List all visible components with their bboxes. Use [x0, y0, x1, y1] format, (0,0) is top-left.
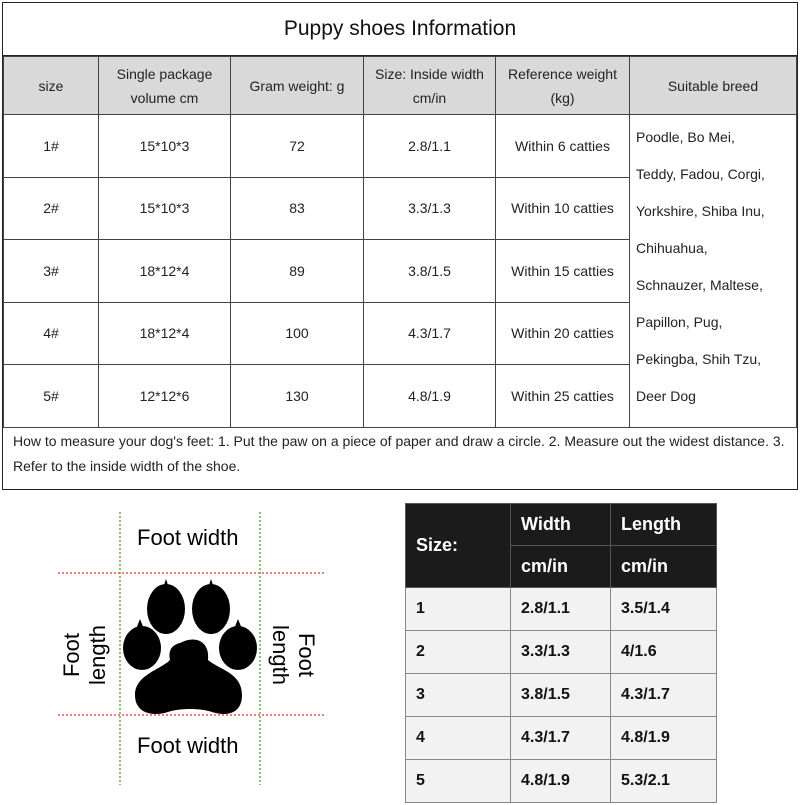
length-value: 4.8/1.9	[610, 716, 717, 760]
header-cell: Single package volume cm	[98, 56, 231, 115]
weight-cell: Within 15 catties	[495, 239, 630, 303]
size-value: 3	[405, 673, 511, 717]
foot-length-right-label: Foot length	[268, 625, 319, 685]
volume-cell: 15*10*3	[98, 176, 231, 240]
length-unit: cm/in	[610, 545, 717, 588]
breed-line: Teddy, Fadou, Corgi,	[636, 166, 765, 182]
foot-width-top-label: Foot width	[137, 525, 239, 550]
volume-cell: 18*12*4	[98, 301, 231, 365]
length-value: 4.3/1.7	[610, 673, 717, 717]
gram-cell: 89	[230, 239, 364, 303]
width-value: 3.3/1.3	[510, 630, 611, 674]
width-cell: 4.8/1.9	[363, 364, 496, 428]
breed-cell: Poodle, Bo Mei, Teddy, Fadou, Corgi, Yor…	[629, 114, 797, 428]
width-cell: 4.3/1.7	[363, 301, 496, 365]
gram-cell: 72	[230, 114, 364, 178]
length-value: 5.3/2.1	[610, 759, 717, 803]
length-header: Length	[610, 503, 717, 546]
width-cell: 3.3/1.3	[363, 176, 496, 240]
size-value: 1	[405, 587, 511, 631]
length-value: 4/1.6	[610, 630, 717, 674]
size-cell: 2#	[3, 176, 99, 240]
size-row: 5 4.8/1.9 5.3/2.1	[405, 759, 717, 803]
table-row: 2# 15*10*3 83 3.3/1.3 Within 10 catties	[3, 176, 797, 240]
weight-cell: Within 6 catties	[495, 114, 630, 178]
size-value: 5	[405, 759, 511, 803]
header-cell: size	[3, 56, 99, 115]
info-table: Puppy shoes Information size Single pack…	[2, 2, 798, 490]
paw-diagram: Foot width Foot width Foot length Foot l…	[0, 495, 400, 800]
width-unit: cm/in	[510, 545, 611, 588]
gram-cell: 100	[230, 301, 364, 365]
size-cell: 4#	[3, 301, 99, 365]
table-row: 4# 18*12*4 100 4.3/1.7 Within 20 catties	[3, 301, 797, 365]
table-row: 5# 12*12*6 130 4.8/1.9 Within 25 catties	[3, 364, 797, 428]
measure-instructions: How to measure your dog's feet: 1. Put t…	[13, 433, 785, 474]
paw-print-icon	[58, 512, 326, 785]
size-header: Size:	[405, 503, 511, 588]
width-cell: 3.8/1.5	[363, 239, 496, 303]
breed-line: Schnauzer, Maltese,	[636, 277, 763, 293]
gram-cell: 83	[230, 176, 364, 240]
size-row: 1 2.8/1.1 3.5/1.4	[405, 587, 717, 631]
header-cell: Size: Inside width cm/in	[363, 56, 496, 115]
volume-cell: 15*10*3	[98, 114, 231, 178]
width-cell: 2.8/1.1	[363, 114, 496, 178]
weight-cell: Within 25 catties	[495, 364, 630, 428]
width-value: 4.3/1.7	[510, 716, 611, 760]
size-value: 2	[405, 630, 511, 674]
length-value: 3.5/1.4	[610, 587, 717, 631]
size-cell: 3#	[3, 239, 99, 303]
table-row: 3# 18*12*4 89 3.8/1.5 Within 15 catties	[3, 239, 797, 303]
size-cell: 1#	[3, 114, 99, 178]
table-row: 1# 15*10*3 72 2.8/1.1 Within 6 catties P…	[3, 114, 797, 428]
foot-width-bottom-label: Foot width	[137, 733, 239, 758]
foot-length-left-label: Foot length	[59, 625, 110, 685]
size-value: 4	[405, 716, 511, 760]
page-title: Puppy shoes Information	[3, 3, 797, 56]
size-row: 4 4.3/1.7 4.8/1.9	[405, 716, 717, 760]
breed-line: Pekingba, Shih Tzu,	[636, 351, 762, 367]
header-cell: Gram weight: g	[230, 56, 364, 115]
weight-cell: Within 20 catties	[495, 301, 630, 365]
width-header: Width	[510, 503, 611, 546]
size-cell: 5#	[3, 364, 99, 428]
header-row: size Single package volume cm Gram weigh…	[3, 56, 797, 115]
size-chart-table: Size: Width Length cm/in cm/in 1 2.8/1.1 3…	[405, 503, 717, 803]
volume-cell: 18*12*4	[98, 239, 231, 303]
breed-line: Papillon, Pug,	[636, 314, 723, 330]
volume-cell: 12*12*6	[98, 364, 231, 428]
size-header-row: Size: Width Length	[405, 503, 717, 588]
gram-cell: 130	[230, 364, 364, 428]
size-row: 2 3.3/1.3 4/1.6	[405, 630, 717, 674]
header-cell: Reference weight (kg)	[495, 56, 630, 115]
breed-line: Poodle, Bo Mei,	[636, 129, 735, 145]
header-cell: Suitable breed	[629, 56, 797, 115]
breed-line: Chihuahua,	[636, 240, 708, 256]
unit-row: cm/in cm/in	[406, 545, 717, 588]
breed-line: Yorkshire, Shiba Inu,	[636, 203, 765, 219]
width-value: 2.8/1.1	[510, 587, 611, 631]
size-row: 3 3.8/1.5 4.3/1.7	[405, 673, 717, 717]
width-value: 4.8/1.9	[510, 759, 611, 803]
info-grid: size Single package volume cm Gram weigh…	[3, 56, 797, 428]
breed-line: Deer Dog	[636, 388, 696, 404]
width-value: 3.8/1.5	[510, 673, 611, 717]
weight-cell: Within 10 catties	[495, 176, 630, 240]
